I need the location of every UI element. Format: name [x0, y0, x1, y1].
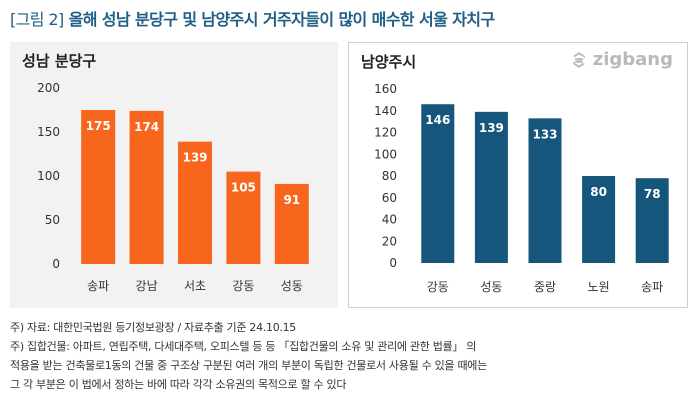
y-tick-label-bundang-4: 200 — [37, 81, 60, 95]
footnotes: 주) 자료: 대한민국법원 등기정보광장 / 자료추출 기준 24.10.15 … — [10, 318, 695, 394]
y-tick-label-namyangju-6: 120 — [374, 126, 397, 140]
y-tick-label-namyangju-5: 100 — [374, 147, 397, 161]
bar-bundang-2 — [178, 141, 212, 264]
x-tick-label-namyangju-4: 송파 — [641, 280, 663, 294]
bar-namyangju-1 — [474, 111, 508, 264]
x-tick-label-bundang-2: 서초 — [184, 279, 206, 293]
chart-title-bundang: 성남 분당구 — [22, 52, 97, 70]
bar-chart-namyangju: 0 20 40 60 80 100 120 140 160 146 강동 139 성동 133 중랑 80 노원… — [374, 82, 669, 294]
footnote-definition-cont: 적용을 받는 건축물로1동의 건물 중 구조상 구분된 여러 개의 부분이 독립… — [10, 359, 487, 372]
y-tick-label-bundang-2: 100 — [37, 169, 60, 183]
y-tick-label-namyangju-1: 20 — [382, 234, 397, 248]
x-tick-label-bundang-1: 강남 — [136, 279, 158, 293]
bar-namyangju-2 — [528, 118, 562, 263]
y-tick-label-namyangju-3: 60 — [382, 191, 397, 205]
zigbang-logo-icon — [572, 51, 585, 68]
x-tick-label-namyangju-1: 성동 — [480, 280, 502, 294]
y-tick-label-namyangju-2: 40 — [382, 213, 397, 227]
brand-logo: zigbang — [569, 49, 673, 70]
y-tick-label-bundang-1: 50 — [45, 213, 60, 227]
x-tick-label-bundang-0: 송파 — [87, 279, 109, 293]
data-label-bundang-4: 91 — [283, 193, 300, 207]
y-tick-label-namyangju-0: 0 — [389, 256, 397, 270]
bar-namyangju-3 — [582, 176, 616, 263]
x-tick-label-namyangju-0: 강동 — [427, 280, 449, 294]
data-label-bundang-1: 174 — [134, 120, 159, 134]
bar-bundang-3 — [226, 171, 261, 264]
footnote-definition: 주) 집합건물: 아파트, 연립주택, 다세대주택, 오피스텔 등 등 「집합건… — [10, 340, 477, 353]
data-label-namyangju-3: 80 — [590, 185, 607, 199]
y-tick-label-namyangju-7: 140 — [374, 104, 397, 118]
figure-number: [그림 2] — [10, 10, 64, 29]
data-label-namyangju-1: 139 — [479, 121, 504, 135]
x-tick-label-namyangju-3: 노원 — [588, 280, 610, 294]
data-label-namyangju-0: 146 — [425, 113, 450, 127]
data-label-namyangju-2: 133 — [532, 127, 557, 141]
chart-panel-bundang: 성남 분당구 0 50 100 150 200 175 송파 174 강남 139 서초 105 강동 9… — [10, 42, 338, 308]
y-tick-label-bundang-0: 0 — [52, 257, 60, 271]
y-tick-label-namyangju-4: 80 — [382, 169, 397, 183]
data-label-bundang-3: 105 — [231, 181, 256, 195]
x-tick-label-bundang-4: 성동 — [281, 279, 303, 293]
x-tick-label-bundang-3: 강동 — [232, 279, 254, 293]
figure-title: [그림 2] 올해 성남 분당구 및 남양주시 거주자들이 많이 매수한 서울 … — [10, 6, 695, 30]
y-tick-label-namyangju-8: 160 — [374, 82, 397, 96]
x-tick-label-namyangju-2: 중랑 — [534, 280, 556, 294]
data-label-bundang-2: 139 — [182, 151, 207, 165]
chart-panel-namyangju: 남양주시 zigbang 0 20 40 60 80 100 120 140 160 146 강동 1… — [348, 42, 688, 308]
figure-title-text: 올해 성남 분당구 및 남양주시 거주자들이 많이 매수한 서울 자치구 — [68, 10, 496, 29]
bar-bundang-1 — [129, 110, 164, 264]
y-tick-label-bundang-3: 150 — [37, 125, 60, 139]
bar-bundang-4 — [274, 183, 309, 264]
chart-title-namyangju: 남양주시 — [361, 53, 417, 71]
bar-namyangju-0 — [421, 104, 455, 263]
bar-chart-bundang: 0 50 100 150 200 175 송파 174 강남 139 서초 105 강동 91 성동 — [37, 81, 309, 293]
bar-namyangju-4 — [635, 178, 669, 263]
data-label-namyangju-4: 78 — [644, 187, 661, 201]
footnote-source: 주) 자료: 대한민국법원 등기정보광장 / 자료추출 기준 24.10.15 — [10, 321, 296, 334]
brand-name: zigbang — [592, 49, 673, 70]
footnote-definition-end: 그 각 부분은 이 법에서 정하는 바에 따라 각각 소유권의 목적으로 할 수… — [10, 378, 347, 391]
data-label-bundang-0: 175 — [86, 119, 111, 133]
bar-bundang-0 — [81, 110, 116, 264]
